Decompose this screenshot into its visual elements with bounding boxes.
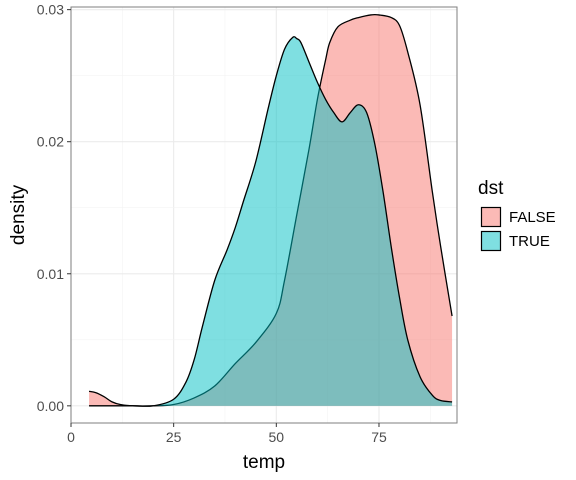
legend: dst FALSE TRUE [478, 178, 556, 252]
density-area-true [89, 36, 453, 407]
density-outline-true [89, 36, 453, 407]
x-tick-label: 25 [166, 429, 182, 445]
x-axis-title: temp [243, 452, 285, 473]
legend-label-true: TRUE [509, 233, 550, 250]
legend-label-false: FALSE [509, 209, 556, 226]
y-tick-label: 0.03 [37, 2, 64, 18]
panel-border [70, 6, 458, 424]
y-axis: 0.00 0.01 0.02 0.03 [37, 2, 71, 414]
legend-swatch-false [480, 206, 502, 228]
x-tick-label: 75 [371, 429, 387, 445]
y-tick-label: 0.00 [37, 398, 64, 414]
x-axis: 0 25 50 75 [67, 423, 387, 445]
x-tick-label: 0 [67, 429, 75, 445]
legend-swatch-true [480, 230, 502, 252]
y-tick-label: 0.02 [37, 134, 64, 150]
legend-title: dst [478, 178, 504, 199]
x-tick-label: 50 [269, 429, 285, 445]
y-axis-title: density [8, 184, 29, 245]
density-areas [88, 13, 453, 407]
y-tick-label: 0.01 [37, 266, 64, 282]
